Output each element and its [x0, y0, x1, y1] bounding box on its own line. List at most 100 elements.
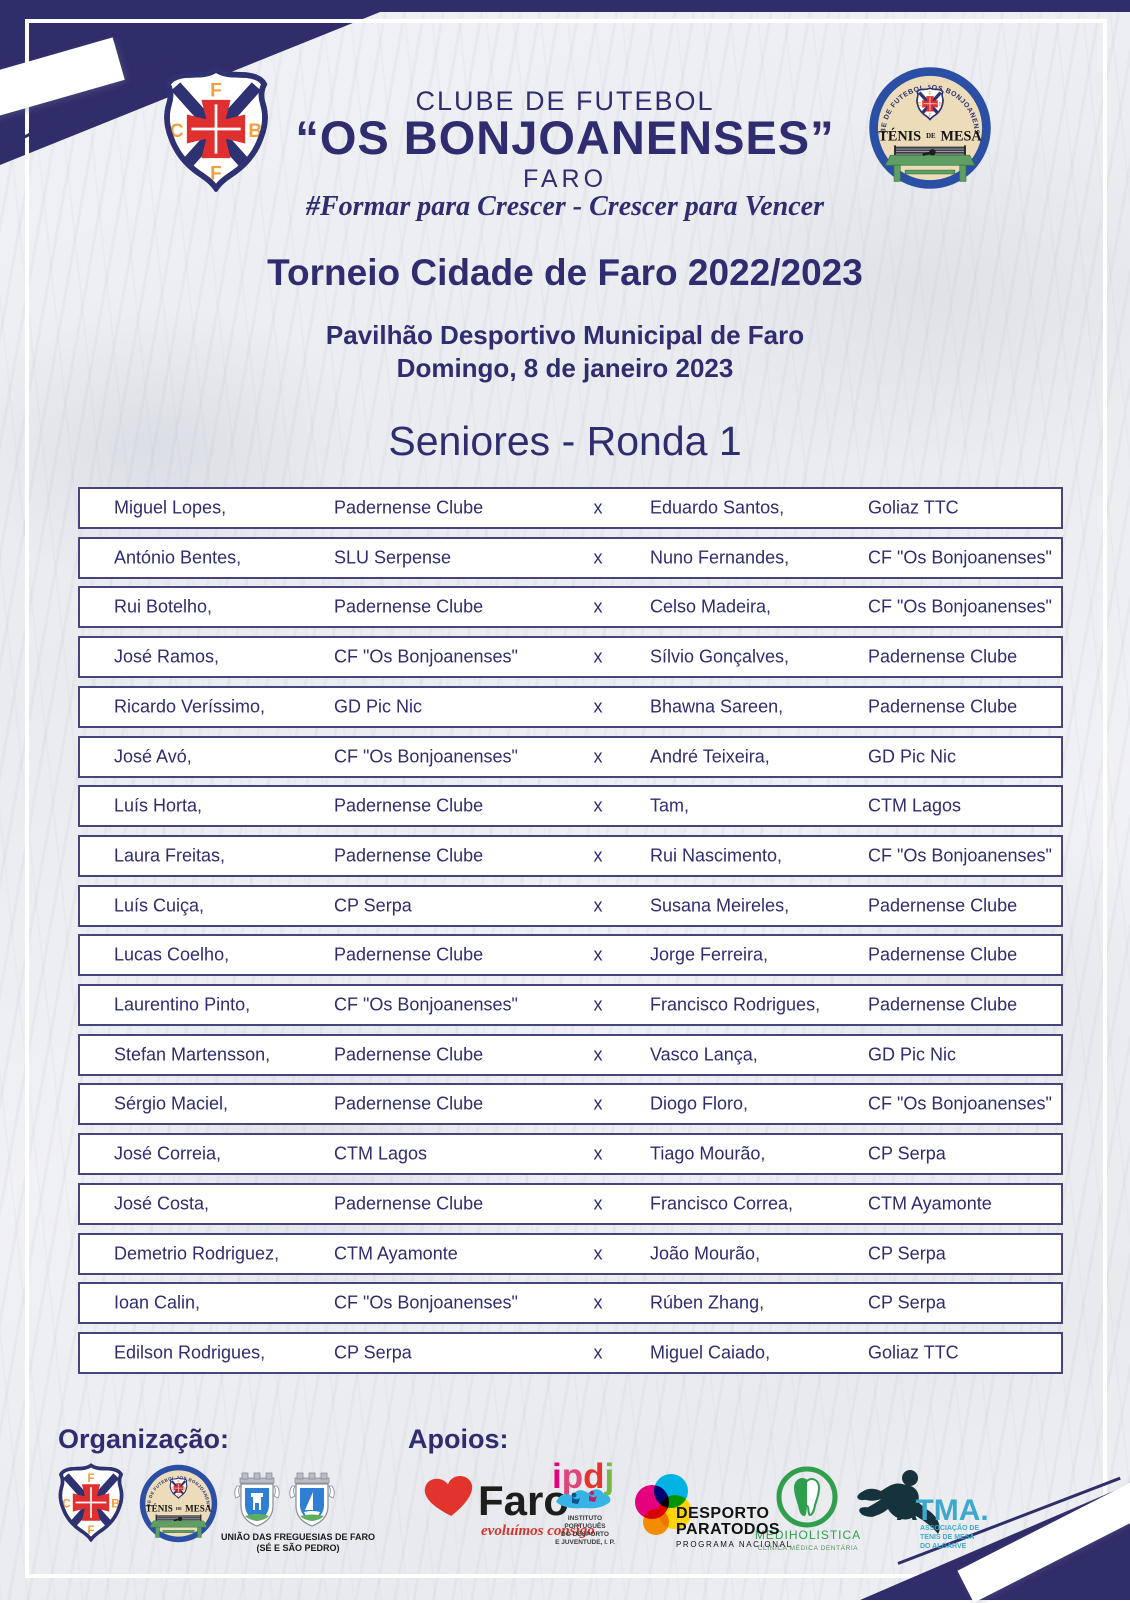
section-title: Seniores - Ronda 1	[388, 418, 742, 464]
player1-club: Padernense Clube	[334, 845, 484, 866]
club-crest-logo-small	[56, 1463, 126, 1542]
player2-name: Rui Nascimento,	[650, 845, 783, 866]
versus-mark: x	[593, 746, 603, 767]
faro-heart-icon	[424, 1476, 473, 1516]
player2-club: CTM Ayamonte	[868, 1193, 992, 1214]
ipdj-letters: ipdj	[552, 1457, 622, 1496]
match-row: Lucas Coelho, Padernense Clube x Jorge F…	[78, 934, 1063, 977]
match-row: Stefan Martensson, Padernense Clube x Va…	[78, 1033, 1063, 1076]
match-row: Miguel Lopes, Padernense Clube x Eduardo…	[78, 487, 1063, 529]
player1-name: Ricardo Veríssimo,	[114, 696, 266, 717]
dpt-line2: PARATODOS	[676, 1521, 781, 1538]
versus-mark: x	[593, 596, 603, 617]
player1-name: José Avó,	[114, 746, 192, 767]
match-row: José Avó, CF "Os Bonjoanenses" x André T…	[78, 735, 1063, 778]
player1-club: Padernense Clube	[334, 1193, 484, 1214]
match-row: Luís Horta, Padernense Clube x Tam, CTM …	[78, 785, 1063, 828]
dpt-line1: DESPORTO	[676, 1505, 770, 1522]
club-motto: #Formar para Crescer - Crescer para Venc…	[306, 191, 824, 222]
player2-club: Padernense Clube	[868, 994, 1018, 1015]
poster-frame	[25, 19, 1107, 1578]
player2-club: Padernense Clube	[868, 944, 1018, 965]
player2-name: João Mourão,	[650, 1243, 761, 1264]
ipdj-letter-i: i	[552, 1457, 562, 1496]
versus-mark: x	[593, 1292, 603, 1313]
versus-mark: x	[593, 1093, 603, 1114]
versus-mark: x	[593, 1243, 603, 1264]
player2-club: CF "Os Bonjoanenses"	[868, 1093, 1052, 1114]
versus-mark: x	[593, 547, 603, 568]
uniao-caption-line2: (SÉ E SÃO PEDRO)	[256, 1543, 340, 1553]
date-line: Domingo, 8 de janeiro 2023	[396, 353, 734, 383]
club-line1: CLUBE DE FUTEBOL	[415, 86, 715, 116]
player1-club: CTM Ayamonte	[334, 1243, 458, 1264]
player1-name: Luís Cuiça,	[114, 895, 205, 916]
player1-club: CP Serpa	[334, 895, 412, 916]
player2-club: GD Pic Nic	[868, 1044, 957, 1065]
match-row: Ioan Calin, CF "Os Bonjoanenses" x Rúben…	[78, 1282, 1063, 1325]
player1-club: CF "Os Bonjoanenses"	[334, 746, 518, 767]
ipdj-splash-icon	[556, 1489, 611, 1509]
player2-club: GD Pic Nic	[868, 746, 957, 767]
versus-mark: x	[593, 944, 603, 965]
match-row: Edilson Rodrigues, CP Serpa x Miguel Cai…	[78, 1331, 1063, 1374]
player1-club: Padernense Clube	[334, 596, 484, 617]
versus-mark: x	[593, 895, 603, 916]
player1-name: Lucas Coelho,	[114, 944, 230, 965]
player2-club: CF "Os Bonjoanenses"	[868, 845, 1052, 866]
match-row: Laura Freitas, Padernense Clube x Rui Na…	[78, 834, 1063, 877]
mediholistica-name: MEDIHOLISTICA	[754, 1528, 862, 1542]
versus-mark: x	[593, 795, 603, 816]
versus-mark: x	[593, 1143, 603, 1164]
atma-name-text: TMA.	[915, 1494, 989, 1527]
match-row: Sérgio Maciel, Padernense Clube x Diogo …	[78, 1083, 1063, 1126]
player2-name: Susana Meireles,	[650, 895, 790, 916]
player2-club: CP Serpa	[868, 1243, 946, 1264]
match-row: José Costa, Padernense Clube x Francisco…	[78, 1182, 1063, 1225]
match-row: Demetrio Rodriguez, CTM Ayamonte x João …	[78, 1232, 1063, 1275]
faro-logo-name: Faro	[478, 1477, 570, 1524]
player2-name: Celso Madeira,	[650, 596, 772, 617]
player2-club: Goliaz TTC	[868, 497, 959, 518]
player1-name: José Ramos,	[114, 646, 220, 667]
atma-logo-name: ATMA.	[896, 1494, 989, 1528]
player1-name: Laurentino Pinto,	[114, 994, 251, 1015]
player1-name: Demetrio Rodriguez,	[114, 1243, 280, 1264]
ipdj-letter-d: d	[583, 1457, 605, 1496]
desporto-para-todos-logo: DESPORTO PARATODOS PROGRAMA NACIONAL	[676, 1505, 793, 1550]
player2-name: Miguel Caiado,	[650, 1342, 771, 1363]
player1-name: José Costa,	[114, 1193, 210, 1214]
player1-club: SLU Serpense	[334, 547, 452, 568]
atma-caption: ASSOCIAÇÃO DE TENIS DE MESA DO ALGARVE	[920, 1524, 979, 1551]
player1-club: Padernense Clube	[334, 1093, 484, 1114]
apoios-label: Apoios:	[408, 1424, 509, 1454]
player1-name: Miguel Lopes,	[114, 497, 227, 518]
versus-mark: x	[593, 646, 603, 667]
player1-club: CTM Lagos	[334, 1143, 428, 1164]
atma-caption-line2: TENIS DE MESA	[920, 1534, 975, 1541]
player2-name: Sílvio Gonçalves,	[650, 646, 790, 667]
player2-club: Goliaz TTC	[868, 1342, 959, 1363]
player1-name: António Bentes,	[114, 547, 242, 568]
ipdj-caption-line1: INSTITUTO PORTUGUÊS	[564, 1515, 606, 1530]
club-name: “OS BONJOANENSES”	[295, 111, 835, 164]
player1-club: Padernense Clube	[334, 944, 484, 965]
player1-club: CP Serpa	[334, 1342, 412, 1363]
ipdj-logo: ipdj INSTITUTO PORTUGUÊS DO DESPORTO E J…	[552, 1457, 622, 1547]
player2-club: CP Serpa	[868, 1292, 946, 1313]
player1-name: Stefan Martensson,	[114, 1044, 271, 1065]
match-row: Laurentino Pinto, CF "Os Bonjoanenses" x…	[78, 984, 1063, 1027]
player2-name: Tam,	[650, 795, 690, 816]
player2-name: Nuno Fernandes,	[650, 547, 790, 568]
player2-name: Eduardo Santos,	[650, 497, 785, 518]
ipdj-letter-j: j	[604, 1457, 615, 1496]
player2-club: CF "Os Bonjoanenses"	[868, 596, 1052, 617]
versus-mark: x	[593, 1342, 603, 1363]
player2-name: Diogo Floro,	[650, 1093, 749, 1114]
player2-name: Rúben Zhang,	[650, 1292, 765, 1313]
match-row: José Ramos, CF "Os Bonjoanenses" x Sílvi…	[78, 636, 1063, 679]
player1-club: Padernense Clube	[334, 1044, 484, 1065]
player1-name: Edilson Rodrigues,	[114, 1342, 266, 1363]
uniao-freguesias-logo	[232, 1472, 337, 1530]
player2-club: CTM Lagos	[868, 795, 962, 816]
